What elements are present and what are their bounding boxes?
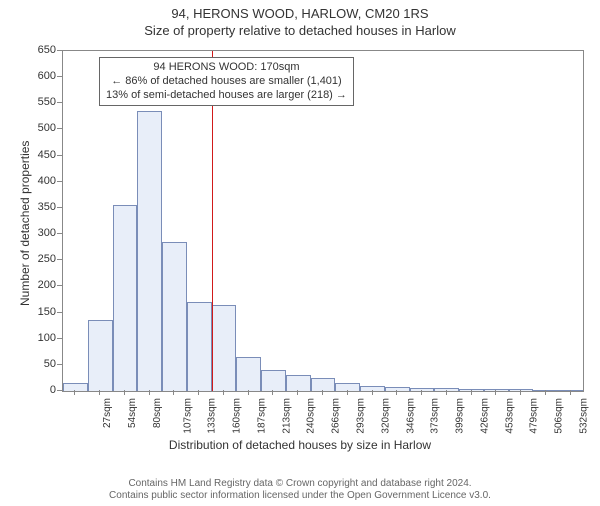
- y-tick-mark: [57, 233, 62, 234]
- x-tick-mark: [421, 390, 422, 395]
- histogram-bar: [558, 390, 583, 391]
- x-tick-mark: [570, 390, 571, 395]
- x-tick-label: 479sqm: [529, 398, 540, 434]
- x-tick-label: 133sqm: [207, 398, 218, 434]
- y-tick-label: 150: [0, 306, 56, 318]
- x-tick-label: 399sqm: [455, 398, 466, 434]
- y-axis-label: Number of detached properties: [18, 141, 32, 306]
- plot-area: 94 HERONS WOOD: 170sqm← 86% of detached …: [62, 50, 584, 392]
- x-tick-label: 532sqm: [578, 398, 589, 434]
- annotation-line: 94 HERONS WOOD: 170sqm: [106, 61, 347, 75]
- x-tick-label: 346sqm: [405, 398, 416, 434]
- y-tick-label: 650: [0, 44, 56, 56]
- y-tick-label: 0: [0, 384, 56, 396]
- x-tick-mark: [545, 390, 546, 395]
- histogram-bar: [533, 390, 558, 391]
- chart-title-main: 94, HERONS WOOD, HARLOW, CM20 1RS: [0, 6, 600, 21]
- x-tick-mark: [520, 390, 521, 395]
- x-tick-label: 54sqm: [127, 398, 138, 428]
- x-tick-mark: [198, 390, 199, 395]
- x-tick-label: 240sqm: [306, 398, 317, 434]
- y-tick-label: 550: [0, 96, 56, 108]
- x-tick-mark: [248, 390, 249, 395]
- x-tick-label: 506sqm: [554, 398, 565, 434]
- x-tick-mark: [396, 390, 397, 395]
- histogram-bar: [434, 388, 459, 391]
- histogram-bar: [236, 357, 261, 391]
- x-tick-label: 160sqm: [232, 398, 243, 434]
- x-tick-mark: [372, 390, 373, 395]
- y-tick-label: 600: [0, 70, 56, 82]
- x-tick-label: 187sqm: [257, 398, 268, 434]
- x-tick-mark: [223, 390, 224, 395]
- histogram-bar: [162, 242, 187, 391]
- y-tick-mark: [57, 128, 62, 129]
- x-tick-mark: [297, 390, 298, 395]
- histogram-bar: [335, 383, 360, 391]
- x-tick-label: 213sqm: [281, 398, 292, 434]
- x-tick-label: 27sqm: [102, 398, 113, 428]
- x-tick-mark: [124, 390, 125, 395]
- histogram-bar: [113, 205, 138, 391]
- y-tick-mark: [57, 364, 62, 365]
- x-axis-label: Distribution of detached houses by size …: [0, 438, 600, 452]
- y-tick-label: 100: [0, 332, 56, 344]
- y-tick-mark: [57, 312, 62, 313]
- histogram-bar: [360, 386, 385, 391]
- x-tick-label: 80sqm: [152, 398, 163, 428]
- y-tick-mark: [57, 259, 62, 260]
- annotation-line: ← 86% of detached houses are smaller (1,…: [106, 75, 347, 89]
- histogram-bar: [212, 305, 237, 391]
- annotation-line: 13% of semi-detached houses are larger (…: [106, 89, 347, 103]
- x-tick-mark: [347, 390, 348, 395]
- footer-attribution: Contains HM Land Registry data © Crown c…: [0, 478, 600, 502]
- footer-line-1: Contains HM Land Registry data © Crown c…: [0, 478, 600, 490]
- x-tick-label: 107sqm: [182, 398, 193, 434]
- histogram-bar: [459, 389, 484, 391]
- x-tick-mark: [99, 390, 100, 395]
- y-tick-mark: [57, 181, 62, 182]
- x-tick-mark: [74, 390, 75, 395]
- y-tick-mark: [57, 390, 62, 391]
- annotation-box: 94 HERONS WOOD: 170sqm← 86% of detached …: [99, 57, 354, 106]
- y-tick-mark: [57, 76, 62, 77]
- x-tick-mark: [495, 390, 496, 395]
- histogram-bar: [137, 111, 162, 391]
- x-tick-mark: [446, 390, 447, 395]
- x-tick-mark: [173, 390, 174, 395]
- histogram-bar: [261, 370, 286, 391]
- histogram-bar: [187, 302, 212, 391]
- x-tick-label: 453sqm: [504, 398, 515, 434]
- x-tick-mark: [272, 390, 273, 395]
- x-tick-label: 320sqm: [380, 398, 391, 434]
- y-tick-mark: [57, 155, 62, 156]
- footer-line-2: Contains public sector information licen…: [0, 490, 600, 502]
- y-tick-label: 500: [0, 122, 56, 134]
- chart-title-sub: Size of property relative to detached ho…: [0, 23, 600, 38]
- x-tick-label: 426sqm: [479, 398, 490, 434]
- x-tick-mark: [322, 390, 323, 395]
- y-tick-mark: [57, 50, 62, 51]
- x-tick-mark: [149, 390, 150, 395]
- y-tick-mark: [57, 285, 62, 286]
- x-tick-label: 266sqm: [331, 398, 342, 434]
- y-tick-mark: [57, 102, 62, 103]
- histogram-bar: [88, 320, 113, 391]
- histogram-bar: [286, 375, 311, 391]
- histogram-bar: [63, 383, 88, 391]
- x-tick-mark: [471, 390, 472, 395]
- x-tick-label: 293sqm: [356, 398, 367, 434]
- y-tick-mark: [57, 207, 62, 208]
- y-tick-label: 50: [0, 358, 56, 370]
- x-tick-label: 373sqm: [430, 398, 441, 434]
- y-tick-mark: [57, 338, 62, 339]
